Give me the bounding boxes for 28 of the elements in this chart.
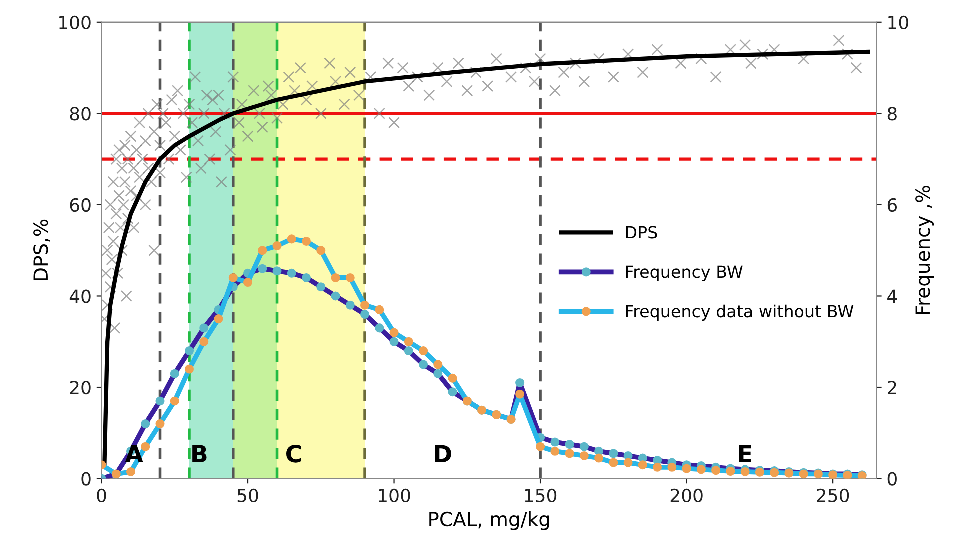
y2-axis-title: Frequency ,% (916, 186, 934, 314)
y-tick-label: 100 (60, 16, 91, 30)
annotation: E (739, 445, 752, 462)
y-tick-label: 0 (82, 472, 91, 486)
y2-tick-label: 8 (888, 107, 897, 121)
y2-tick-label: 2 (888, 380, 896, 394)
y-tick-label: 40 (70, 290, 91, 304)
y2-tick-label: 6 (888, 198, 898, 212)
x-tick-label: 200 (670, 488, 703, 502)
y-tick-label: 20 (70, 380, 91, 395)
x-tick-label: 100 (379, 488, 410, 502)
x-tick-label: 150 (525, 488, 557, 502)
x-tick-label: 50 (238, 488, 258, 502)
y-tick-label: 80 (70, 107, 91, 121)
x-tick-label: 250 (817, 488, 850, 502)
x-axis-title: PCAL, mg/kg (430, 512, 550, 530)
annotation: C (286, 444, 302, 463)
y2-tick-label: 10 (888, 16, 908, 30)
legend-label: DPS (626, 226, 658, 239)
annotation: D (435, 445, 452, 462)
y-tick-label: 60 (70, 198, 91, 212)
legend-label: Frequency data without BW (626, 304, 854, 321)
x-tick-label: 0 (97, 488, 106, 502)
y2-tick-label: 0 (888, 472, 897, 486)
annotation: B (192, 445, 207, 462)
y-axis-title: DPS,% (34, 220, 50, 281)
legend-label: Frequency BW (626, 266, 743, 282)
y2-tick-label: 4 (888, 290, 898, 304)
